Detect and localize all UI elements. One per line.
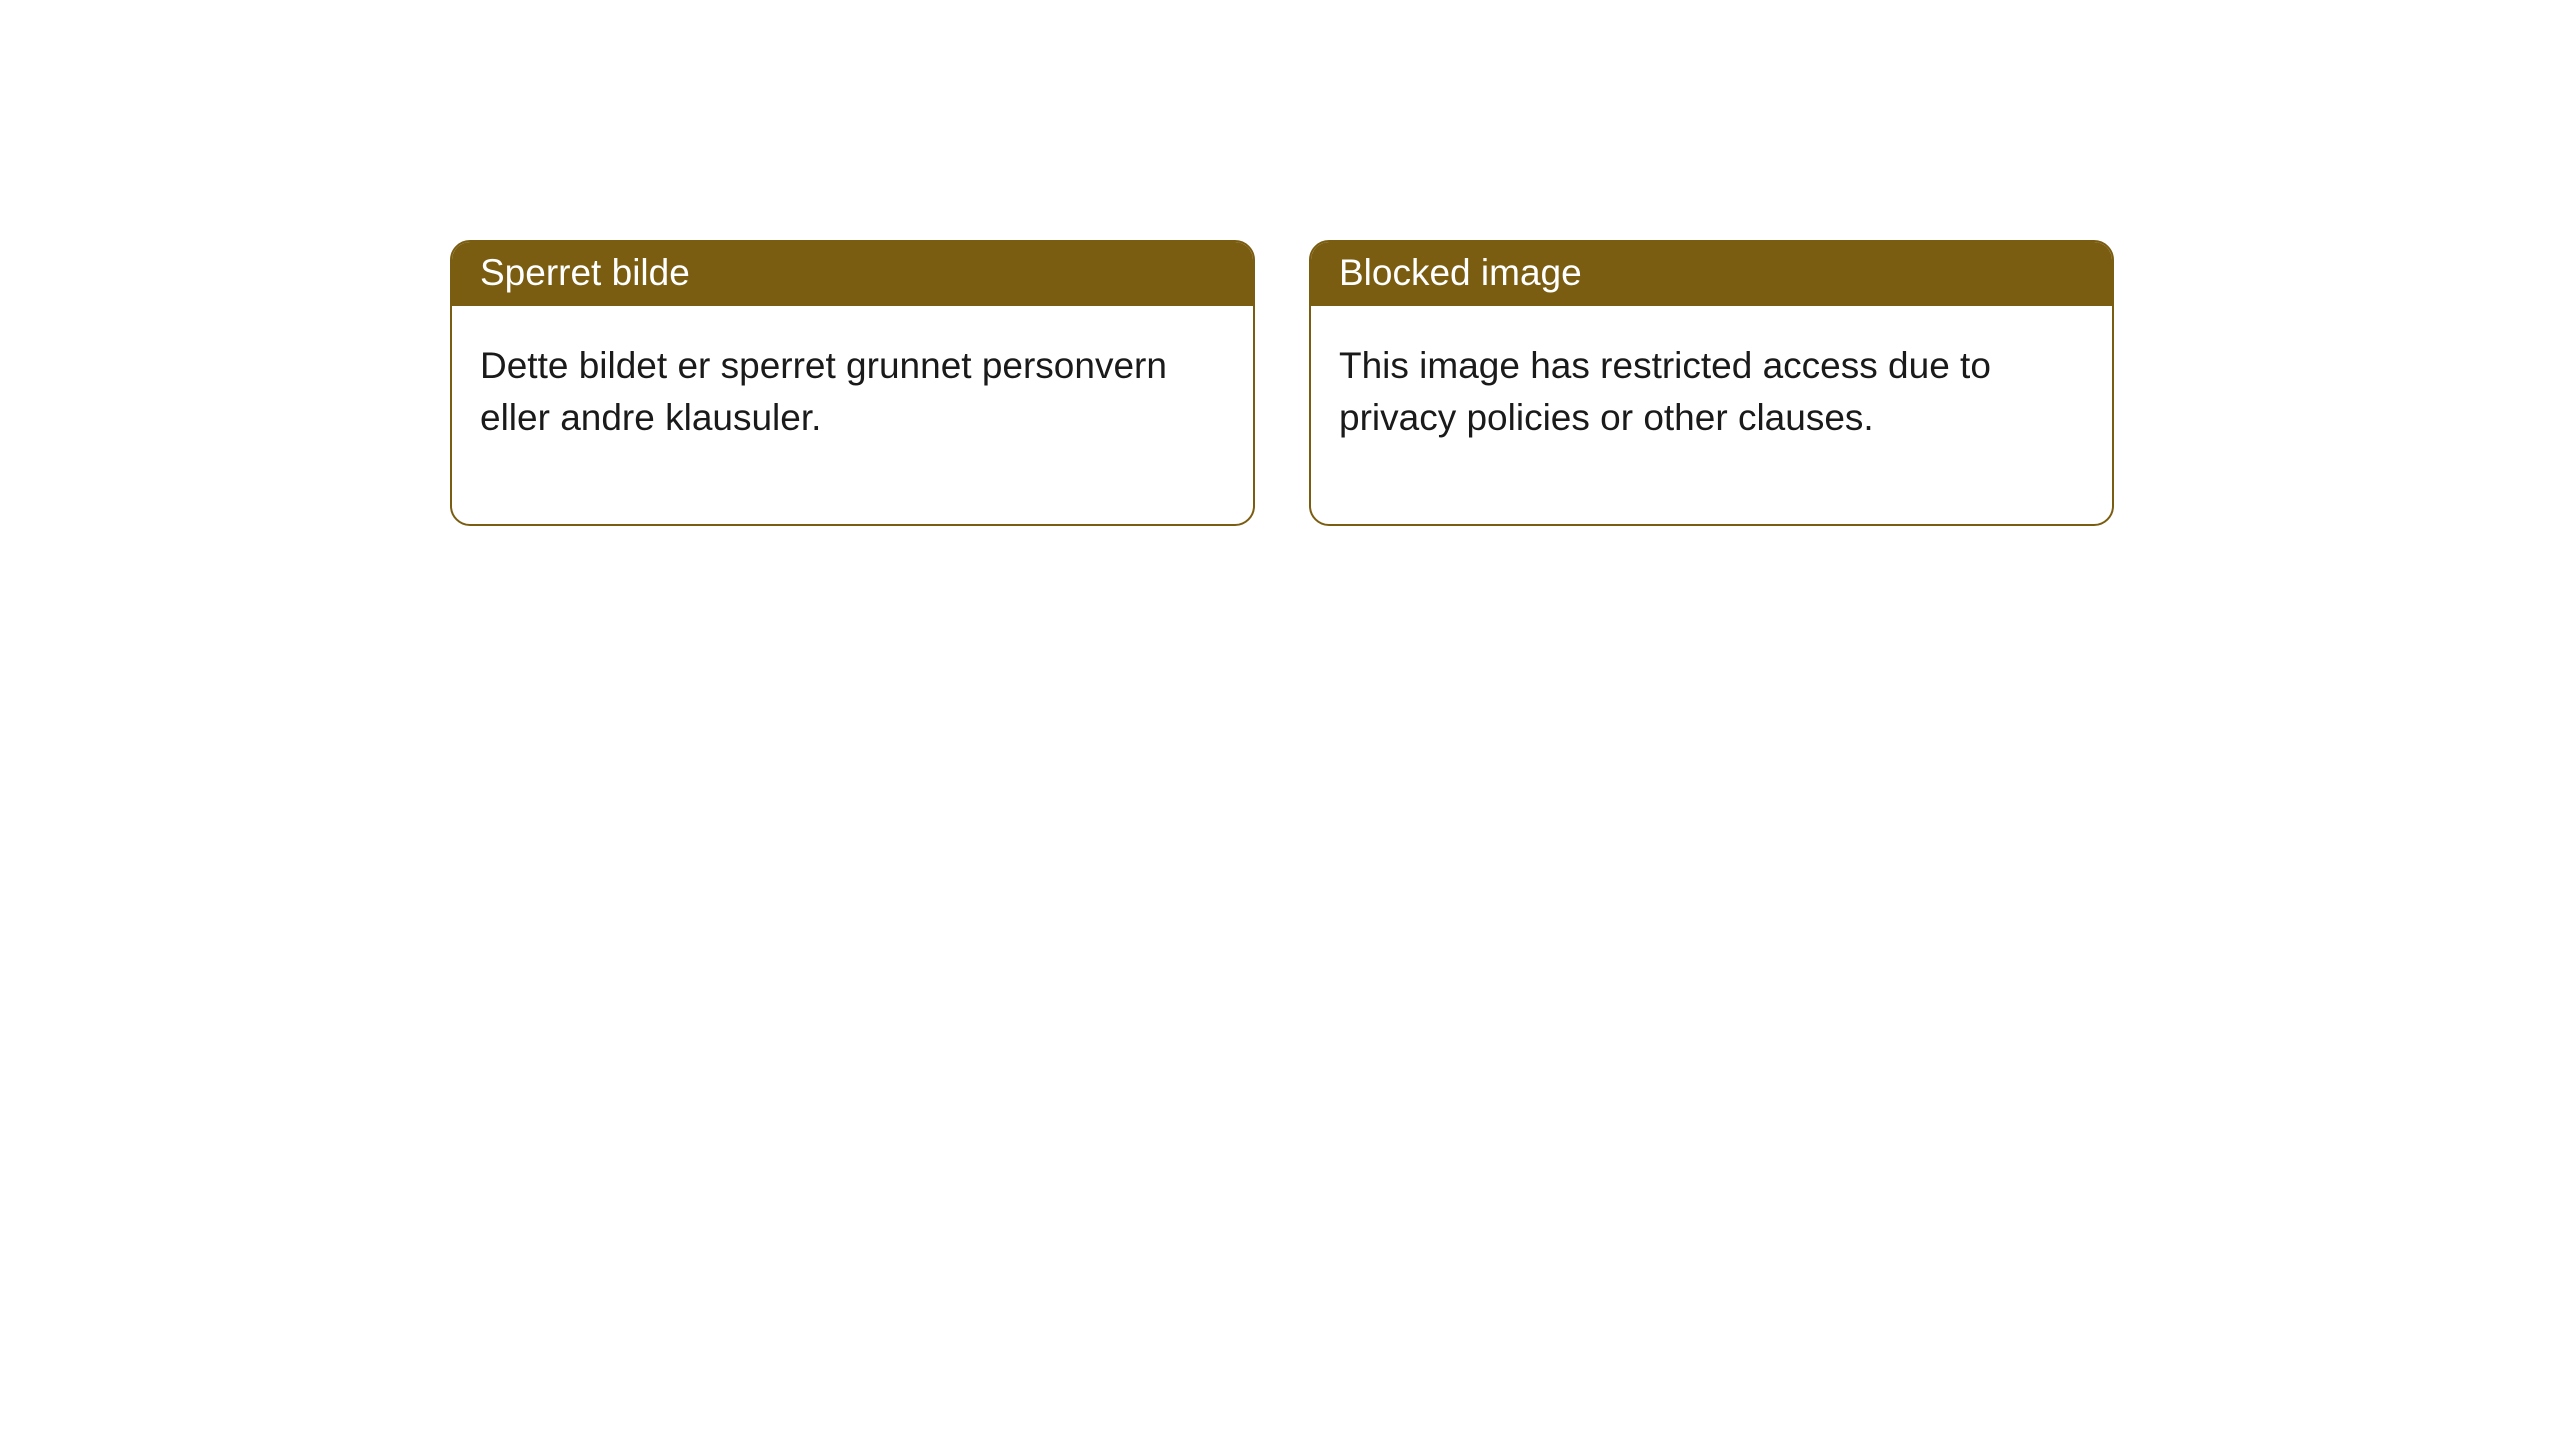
notice-body: Dette bildet er sperret grunnet personve… bbox=[452, 306, 1253, 524]
notice-header: Blocked image bbox=[1311, 242, 2112, 306]
notice-cards-container: Sperret bilde Dette bildet er sperret gr… bbox=[450, 240, 2560, 526]
notice-body: This image has restricted access due to … bbox=[1311, 306, 2112, 524]
notice-card-english: Blocked image This image has restricted … bbox=[1309, 240, 2114, 526]
notice-card-norwegian: Sperret bilde Dette bildet er sperret gr… bbox=[450, 240, 1255, 526]
notice-header: Sperret bilde bbox=[452, 242, 1253, 306]
